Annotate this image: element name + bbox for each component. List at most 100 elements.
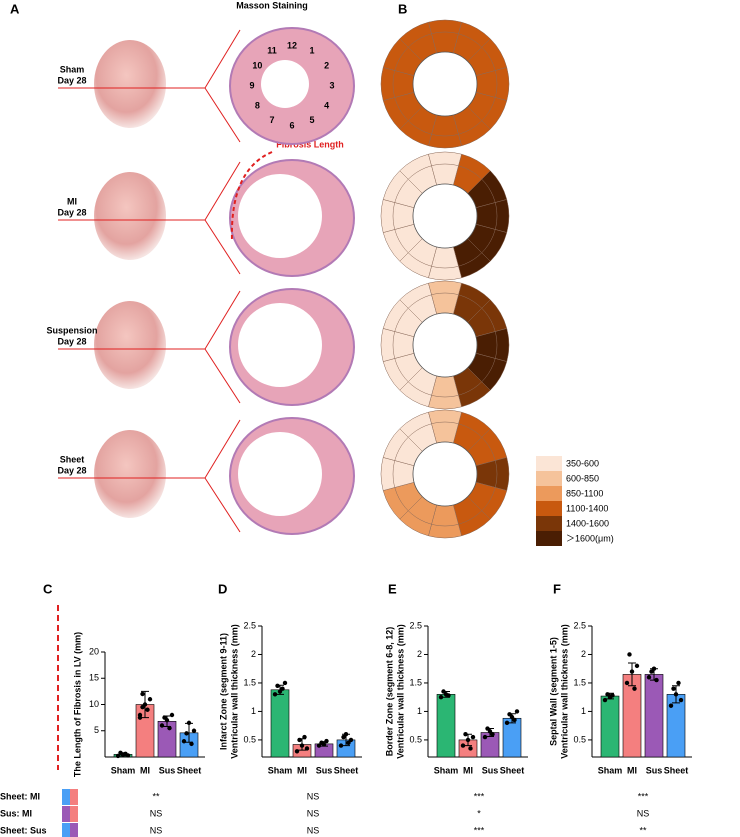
data-point: [147, 697, 153, 702]
tissue-lumen: [238, 432, 322, 516]
y-axis-title: Ventricular wall thickness (mm): [395, 624, 405, 759]
bar: [600, 695, 620, 758]
x-tick-label: Sham: [111, 765, 136, 775]
data-point: [482, 734, 488, 740]
data-point: [646, 675, 652, 680]
data-point: [671, 686, 676, 691]
comparison-label: Sheet: Sus: [0, 825, 47, 835]
x-tick-label: Sham: [268, 765, 293, 775]
x-tick-label: Sheet: [177, 765, 202, 775]
segment-number: 3: [329, 80, 334, 90]
x-tick-label: MI: [140, 765, 150, 775]
segment-number: 12: [287, 40, 297, 50]
data-point: [272, 692, 278, 697]
y-tick-label: 20: [89, 646, 99, 656]
heart-photo: [94, 301, 166, 389]
bullseye-ring: [392, 31, 498, 137]
y-tick-label: 1.5: [409, 677, 422, 687]
significance: **: [152, 791, 160, 801]
data-point: [164, 718, 170, 723]
row-label: Day 28: [57, 465, 86, 475]
x-tick-label: Sus: [482, 765, 499, 775]
bullseye-hole: [412, 183, 478, 249]
significance: *: [477, 808, 481, 818]
x-tick-label: MI: [297, 765, 307, 775]
data-point: [343, 732, 349, 737]
data-point: [115, 753, 121, 759]
comparison-swatch: [62, 789, 70, 805]
legend-label: ＞1600(μm): [566, 533, 614, 543]
bullseye-ring: [392, 292, 498, 398]
segment-number: 2: [324, 60, 329, 70]
legend-label: 600-850: [566, 473, 599, 483]
data-point: [145, 707, 150, 712]
masson-title: Masson Staining: [236, 0, 308, 10]
data-point: [504, 720, 510, 726]
guide-line: [204, 219, 241, 275]
comparison-swatch: [62, 806, 70, 822]
row-label: MI: [67, 196, 77, 206]
panel-label: D: [218, 581, 227, 596]
segment-number: 10: [252, 60, 262, 70]
segment-number: 8: [255, 100, 260, 110]
data-point: [321, 742, 327, 747]
data-point: [338, 743, 344, 748]
significance: NS: [637, 808, 650, 818]
guide-line: [204, 161, 241, 221]
error-bar: [628, 662, 636, 687]
data-point: [673, 692, 679, 697]
significance: NS: [150, 808, 163, 818]
x-tick-label: Sham: [598, 765, 623, 775]
segment-number: 11: [267, 46, 277, 56]
data-point: [316, 743, 322, 748]
heart-photo: [94, 172, 166, 260]
x-tick-label: MI: [627, 765, 637, 775]
legend-label: 1100-1400: [566, 503, 608, 513]
data-point: [470, 734, 476, 740]
data-point: [649, 669, 654, 674]
data-point: [438, 694, 444, 700]
y-tick-label: 15: [89, 673, 99, 683]
data-point: [137, 715, 143, 720]
legend-swatch: [536, 456, 562, 471]
y-tick-label: 0.5: [573, 734, 586, 744]
x-tick-label: Sus: [159, 765, 176, 775]
guide-line: [204, 29, 241, 89]
y-tick-label: 10: [89, 699, 99, 709]
y-axis-title: Ventricular wall thickness (mm): [229, 624, 239, 759]
y-axis-title: Infarct Zone (segment 9-11): [218, 633, 228, 750]
data-point: [277, 689, 283, 694]
significance: NS: [307, 825, 320, 835]
data-point: [634, 663, 640, 669]
data-point: [485, 726, 490, 731]
legend-swatch: [536, 531, 562, 546]
data-point: [512, 717, 517, 723]
comparison-swatch: [70, 823, 78, 837]
data-point: [509, 714, 515, 720]
x-tick-label: Sus: [646, 765, 663, 775]
segment-number: 1: [309, 46, 314, 56]
x-tick-label: Sus: [316, 765, 333, 775]
data-point: [186, 720, 192, 726]
guide-line: [204, 477, 241, 533]
panel-label: C: [43, 581, 53, 596]
data-point: [302, 734, 307, 740]
x-tick-label: Sheet: [500, 765, 525, 775]
data-point: [159, 723, 165, 728]
data-point: [632, 686, 637, 691]
comparison-label: Sheet: MI: [0, 791, 40, 801]
y-axis-title: The Length of Fibrosis in LV (mm): [72, 632, 82, 777]
legend-label: 850-1100: [566, 488, 603, 498]
y-tick-label: 1.5: [243, 677, 256, 687]
comparison-label: Sus: MI: [0, 808, 32, 818]
data-point: [140, 691, 145, 697]
data-point: [627, 652, 632, 657]
panel-label: B: [398, 1, 407, 16]
data-point: [189, 741, 194, 747]
y-tick-label: 2.5: [409, 620, 422, 630]
data-point: [299, 743, 305, 748]
data-point: [294, 749, 300, 754]
segment-number: 5: [309, 115, 314, 125]
x-tick-label: MI: [463, 765, 473, 775]
data-point: [654, 677, 659, 683]
